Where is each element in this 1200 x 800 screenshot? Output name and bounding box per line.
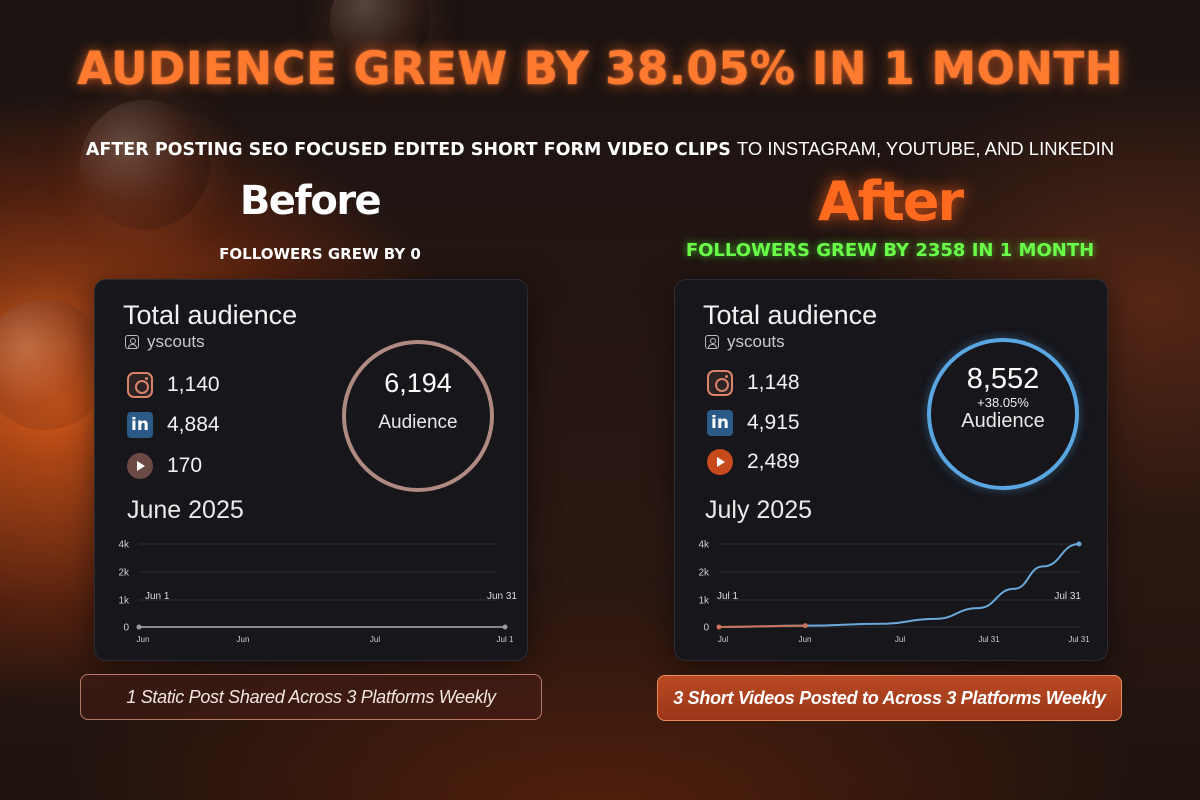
chart-y-tick-label: 2k [118, 568, 130, 579]
chart-y-tick-label: 2k [698, 568, 710, 579]
chart-month-title: June 2025 [127, 496, 244, 524]
chart-series-line [718, 543, 1080, 628]
chart-annotation-end: Jul 31 [1054, 591, 1081, 602]
before-line-chart: 0 1k 2k 4k Jun Jun Jul Jul 1 Jun 1 Jun 31 [118, 540, 517, 645]
audience-total: 8,552 [966, 363, 1040, 395]
youtube-icon [707, 449, 733, 475]
platform-linkedin: in 4,915 [707, 410, 800, 436]
platform-value: 2,489 [747, 450, 800, 473]
before-audience-card: Total audience yscouts 1,140 in 4,884 17… [94, 279, 528, 661]
platform-youtube: 2,489 [707, 449, 800, 475]
platform-value: 1,140 [167, 373, 220, 396]
card-title: Total audience [703, 300, 878, 330]
chart-y-tick-label: 4k [698, 540, 710, 551]
audience-ring: 8,552 +38.05% Audience [927, 338, 1079, 490]
audience-ring: 6,194 Audience [342, 340, 494, 492]
subline-rest: TO INSTAGRAM, YOUTUBE, AND LINKEDIN [736, 138, 1115, 159]
after-audience-card: Total audience yscouts 1,148 in 4,915 2,… [674, 279, 1108, 661]
user-icon [705, 335, 719, 349]
card-username: yscouts [705, 332, 785, 352]
audience-label: Audience [961, 410, 1045, 432]
chart-x-tick-label: Jun [237, 635, 250, 644]
chart-series-line-early [718, 624, 806, 628]
youtube-icon [127, 453, 153, 479]
background-orb [0, 300, 110, 430]
chart-x-tick-label: Jul 31 [978, 635, 1000, 644]
username-label: yscouts [147, 332, 205, 351]
platform-value: 4,915 [747, 411, 800, 434]
audience-label: Audience [378, 412, 458, 433]
platform-value: 4,884 [167, 413, 220, 436]
chart-data-point [1076, 541, 1082, 547]
instagram-icon [707, 370, 733, 396]
chart-data-point [802, 623, 808, 629]
platform-youtube: 170 [127, 453, 202, 479]
after-title: After [817, 170, 964, 233]
chart-y-tick-label: 0 [123, 623, 129, 634]
chart-x-tick-label: Jul [370, 635, 380, 644]
chart-x-tick-label: Jun [137, 635, 150, 644]
headline: AUDIENCE GREW BY 38.05% IN 1 MONTH [77, 42, 1123, 95]
platform-linkedin: in 4,884 [127, 412, 220, 438]
linkedin-icon: in [707, 410, 733, 436]
chart-x-tick-label: Jul [718, 635, 728, 644]
chart-month-title: July 2025 [705, 496, 813, 524]
user-icon [125, 335, 139, 349]
before-title: Before [239, 178, 382, 224]
chart-data-point [136, 624, 142, 630]
platform-instagram: 1,148 [707, 370, 800, 396]
username-label: yscouts [727, 332, 785, 351]
chart-x-tick-label: Jul 1 [497, 635, 514, 644]
chart-y-tick-label: 1k [118, 596, 130, 607]
subline-bold: AFTER POSTING SEO FOCUSED EDITED SHORT F… [85, 140, 731, 160]
audience-growth: +38.05% [977, 395, 1029, 410]
chart-x-tick-label: Jun [799, 635, 812, 644]
after-subtitle: FOLLOWERS GREW BY 2358 IN 1 MONTH [685, 240, 1095, 261]
chart-annotation-start: Jul 1 [717, 591, 739, 602]
audience-total: 6,194 [384, 368, 452, 398]
chart-annotation-start: Jun 1 [145, 591, 170, 602]
chart-y-tick-label: 1k [698, 596, 710, 607]
before-caption: 1 Static Post Shared Across 3 Platforms … [80, 674, 542, 720]
card-title: Total audience [123, 300, 298, 330]
after-caption: 3 Short Videos Posted to Across 3 Platfo… [657, 675, 1122, 721]
chart-data-point [502, 624, 508, 630]
chart-data-point [716, 624, 722, 630]
after-line-chart: 0 1k 2k 4k Jul Jun Jul Jul 31 Jul 31 Jul 1 Jul 31 [698, 540, 1090, 645]
chart-x-tick-label: Jul 31 [1068, 635, 1090, 644]
background-orb [80, 100, 210, 230]
instagram-icon [127, 372, 153, 398]
chart-y-tick-label: 0 [703, 623, 709, 634]
platform-instagram: 1,140 [127, 372, 220, 398]
chart-y-tick-label: 4k [118, 540, 130, 551]
platform-value: 1,148 [747, 371, 800, 394]
linkedin-icon: in [127, 412, 153, 438]
card-username: yscouts [125, 332, 205, 352]
subline: AFTER POSTING SEO FOCUSED EDITED SHORT F… [0, 138, 1200, 161]
platform-value: 170 [167, 454, 203, 477]
chart-x-tick-label: Jul [895, 635, 905, 644]
before-subtitle: FOLLOWERS GREW BY 0 [219, 245, 421, 263]
chart-annotation-end: Jun 31 [487, 591, 517, 602]
